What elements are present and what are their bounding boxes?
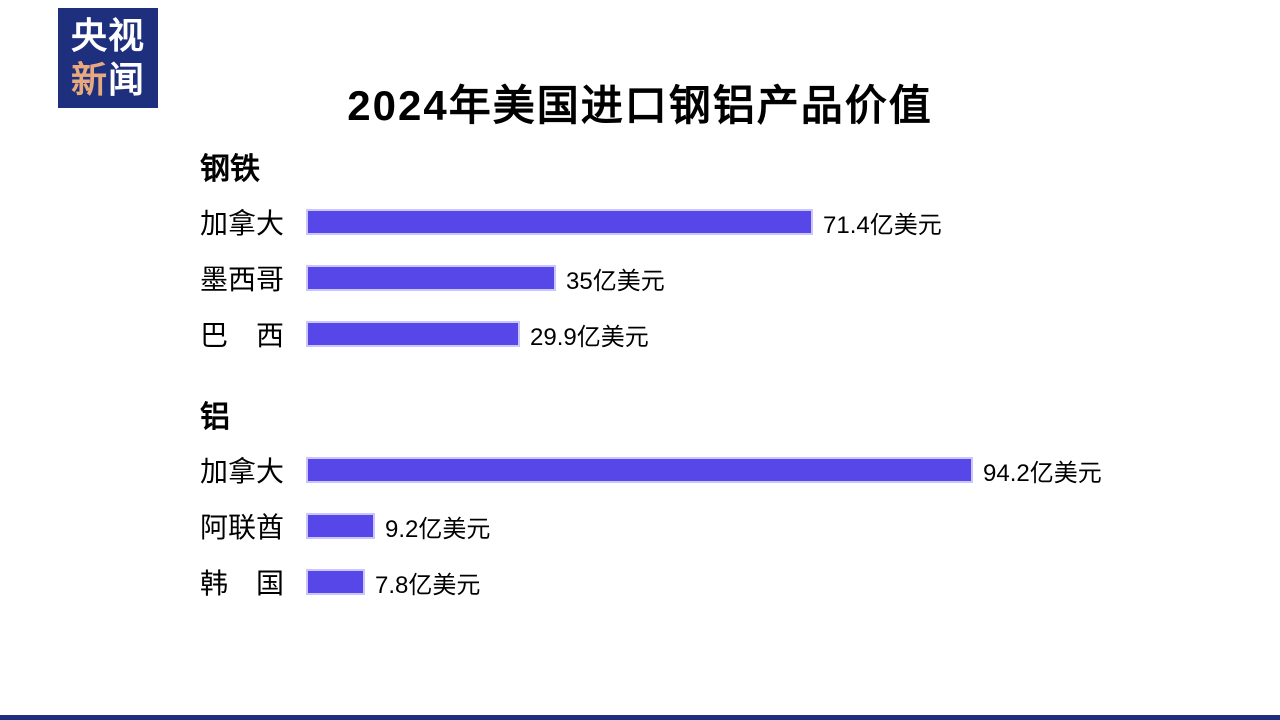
bar-row-aluminum-southkorea: 韩 国 7.8亿美元	[200, 554, 1102, 610]
country-label: 阿联酋	[200, 512, 285, 543]
value-label: 9.2亿美元	[385, 515, 491, 543]
value-bar	[308, 515, 373, 537]
value-bar	[308, 459, 971, 481]
value-bar	[308, 571, 363, 593]
bar-row-aluminum-uae: 阿联酋 9.2亿美元	[200, 498, 1102, 554]
chart-title: 2024年美国进口钢铝产品价值	[347, 82, 933, 129]
country-label: 韩 国	[200, 568, 285, 599]
section-header-steel: 钢铁	[200, 153, 260, 186]
cctv-news-logo: 央视 新闻	[58, 8, 158, 108]
bar-row-steel-brazil: 巴 西 29.9亿美元	[200, 306, 942, 362]
logo-plain-char: 闻	[108, 59, 146, 100]
value-bar	[308, 211, 811, 233]
value-bar	[308, 267, 554, 289]
value-bar	[308, 323, 518, 345]
value-label: 94.2亿美元	[983, 459, 1102, 487]
value-label: 29.9亿美元	[530, 323, 649, 351]
value-label: 7.8亿美元	[375, 571, 481, 599]
section-header-aluminum: 铝	[200, 401, 230, 434]
bar-row-aluminum-canada: 加拿大 94.2亿美元	[200, 442, 1102, 498]
bottom-navy-strip	[0, 715, 1280, 720]
country-label: 加拿大	[200, 208, 285, 239]
logo-accent-char: 新	[70, 59, 108, 100]
bar-row-steel-mexico: 墨西哥 35亿美元	[200, 250, 942, 306]
value-label: 71.4亿美元	[823, 211, 942, 239]
logo-line-top: 央视	[70, 15, 145, 57]
value-label: 35亿美元	[566, 267, 665, 295]
country-label: 巴 西	[200, 320, 285, 351]
country-label: 加拿大	[200, 456, 285, 487]
bar-row-steel-canada: 加拿大 71.4亿美元	[200, 194, 942, 250]
aluminum-bar-group: 加拿大 94.2亿美元 阿联酋 9.2亿美元 韩 国 7.8亿美元	[200, 442, 1102, 610]
steel-bar-group: 加拿大 71.4亿美元 墨西哥 35亿美元 巴 西 29.9亿美元	[200, 194, 942, 362]
logo-line-bottom: 新闻	[71, 58, 145, 102]
country-label: 墨西哥	[200, 264, 285, 295]
